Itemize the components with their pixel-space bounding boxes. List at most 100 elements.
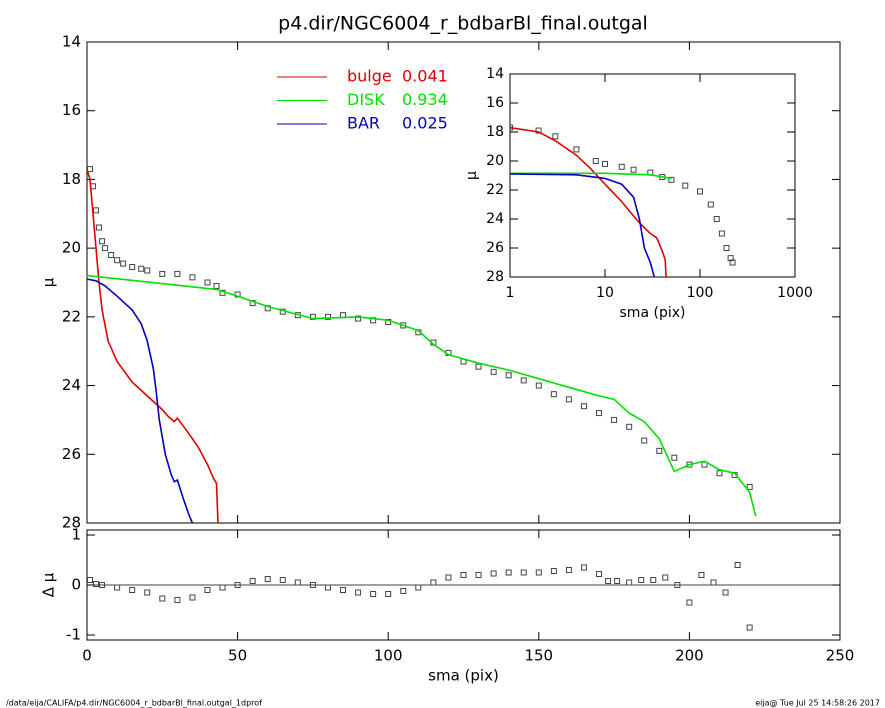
x-tick-label: 1000 bbox=[777, 285, 813, 301]
data-point bbox=[189, 274, 196, 281]
data-point bbox=[630, 166, 637, 173]
data-point bbox=[400, 588, 407, 594]
x-tick-label: 200 bbox=[675, 647, 704, 665]
legend-label: bulge bbox=[347, 67, 392, 86]
data-point bbox=[159, 595, 166, 602]
legend-value: 0.934 bbox=[402, 90, 448, 109]
data-point bbox=[596, 571, 603, 577]
data-point bbox=[573, 146, 580, 153]
footer-left: /data/eija/CALIFA/p4.dir/NGC6004_r_bdbar… bbox=[6, 699, 262, 708]
y-tick-label: 1 bbox=[71, 526, 81, 544]
legend-value: 0.041 bbox=[402, 67, 448, 86]
y-tick-label: 22 bbox=[486, 182, 504, 198]
x-axis-label: sma (pix) bbox=[428, 667, 499, 685]
data-point bbox=[129, 587, 136, 593]
data-point bbox=[475, 572, 482, 578]
y-tick-label: 28 bbox=[486, 269, 504, 285]
data-point bbox=[611, 416, 618, 423]
model-line bbox=[87, 278, 194, 523]
data-point bbox=[674, 582, 681, 588]
y-axis-label: Δ μ bbox=[40, 572, 58, 597]
data-point bbox=[746, 624, 753, 631]
plot-area bbox=[509, 73, 796, 278]
data-point bbox=[723, 245, 730, 251]
data-point bbox=[324, 584, 331, 591]
data-point bbox=[592, 158, 599, 164]
model-line bbox=[510, 126, 667, 277]
plot-content bbox=[87, 166, 757, 523]
panel: 1 10 100 1000 14 16 18 20 22 24 26 28 μ sma (pix) bbox=[464, 66, 813, 321]
data-point bbox=[650, 577, 657, 583]
y-tick-label: 18 bbox=[486, 124, 504, 140]
data-point bbox=[99, 238, 106, 245]
data-point bbox=[340, 587, 347, 593]
data-point bbox=[727, 255, 734, 262]
y-axis-label: μ bbox=[40, 277, 58, 287]
model-line bbox=[510, 172, 672, 180]
y-tick-label: 20 bbox=[62, 239, 81, 257]
data-point bbox=[174, 270, 181, 277]
data-point bbox=[355, 315, 362, 322]
data-point bbox=[475, 363, 482, 370]
plot-content bbox=[87, 562, 753, 631]
data-point bbox=[520, 569, 527, 576]
data-point bbox=[189, 594, 196, 601]
data-point bbox=[656, 447, 663, 454]
data-point bbox=[552, 133, 559, 140]
data-point bbox=[580, 564, 587, 571]
data-point bbox=[638, 577, 645, 583]
model-line bbox=[87, 274, 757, 517]
x-tick-label: 150 bbox=[524, 647, 553, 665]
data-point bbox=[114, 584, 121, 591]
data-point bbox=[93, 581, 100, 587]
data-point bbox=[138, 265, 145, 272]
data-point bbox=[602, 160, 608, 167]
data-point bbox=[96, 224, 103, 231]
x-tick-label: 100 bbox=[687, 285, 714, 301]
data-point bbox=[219, 584, 226, 591]
data-point bbox=[204, 587, 211, 593]
data-point bbox=[580, 403, 587, 410]
data-point bbox=[550, 391, 557, 398]
y-tick-label: 22 bbox=[62, 307, 81, 325]
data-point bbox=[505, 372, 512, 379]
data-point bbox=[682, 182, 689, 189]
data-point bbox=[102, 245, 109, 252]
data-point bbox=[324, 313, 331, 320]
data-point bbox=[626, 423, 633, 430]
data-point bbox=[718, 230, 725, 237]
data-point bbox=[108, 252, 115, 259]
data-point bbox=[668, 176, 675, 183]
data-point bbox=[713, 216, 720, 222]
data-point bbox=[605, 578, 612, 584]
data-point bbox=[93, 207, 100, 214]
y-tick-label: 16 bbox=[62, 101, 81, 119]
data-point bbox=[204, 279, 211, 286]
footer-right: eija@ Tue Jul 25 14:58:26 2017 bbox=[755, 699, 880, 708]
x-axis-label: sma (pix) bbox=[620, 305, 686, 321]
data-point bbox=[99, 582, 106, 588]
data-point bbox=[370, 591, 377, 597]
legend-label: DISK bbox=[347, 90, 385, 109]
y-tick-label: 24 bbox=[486, 211, 504, 227]
x-tick-label: 100 bbox=[374, 647, 403, 665]
data-point bbox=[144, 267, 151, 274]
x-tick-label: 250 bbox=[826, 647, 855, 665]
data-point bbox=[120, 260, 127, 267]
y-axis-label: μ bbox=[464, 171, 480, 180]
y-tick-label: 18 bbox=[62, 170, 81, 188]
data-point bbox=[213, 282, 220, 289]
data-point bbox=[114, 257, 121, 264]
data-point bbox=[641, 437, 648, 444]
data-point bbox=[159, 270, 166, 277]
data-point bbox=[614, 578, 621, 584]
legend-label: BAR bbox=[347, 114, 380, 133]
data-point bbox=[686, 599, 693, 606]
data-point bbox=[671, 454, 678, 461]
data-point bbox=[415, 584, 422, 591]
legend-value: 0.025 bbox=[402, 114, 448, 133]
data-point bbox=[729, 259, 736, 266]
data-point bbox=[234, 582, 241, 588]
